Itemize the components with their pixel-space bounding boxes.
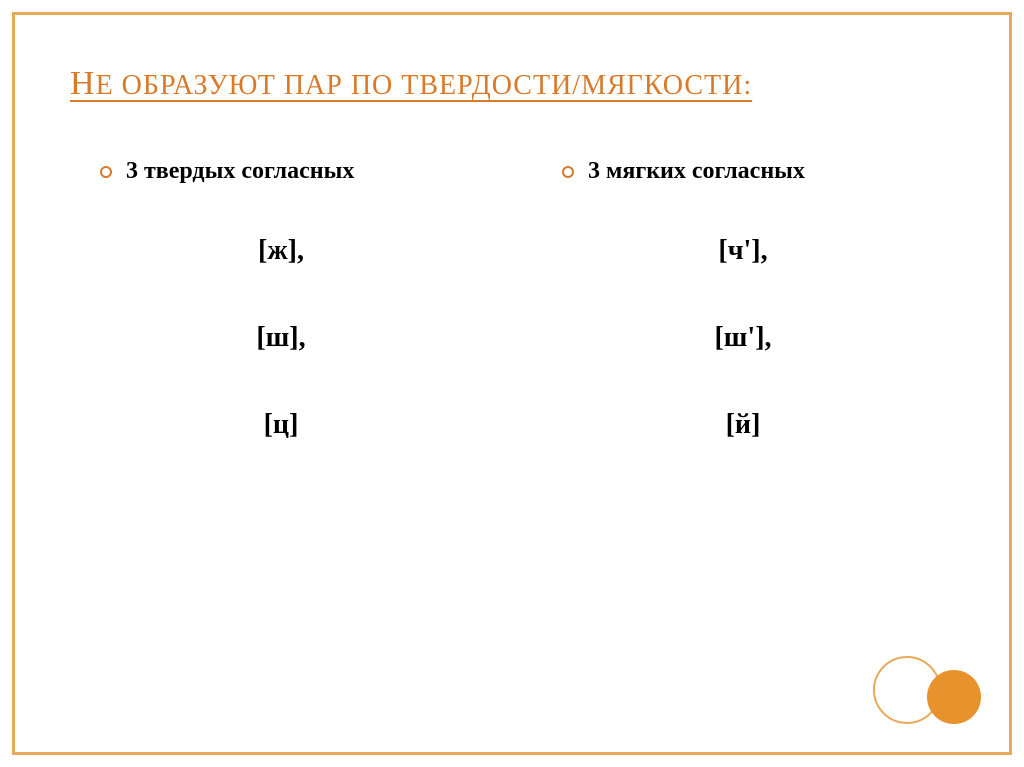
phoneme-item: [ш'],: [532, 322, 954, 354]
phoneme-item: [ж],: [70, 235, 492, 267]
bullet-icon: [562, 166, 574, 178]
left-column: 3 твердых согласных [ж], [ш], [ц]: [70, 158, 492, 496]
phoneme-item: [ч'],: [532, 235, 954, 267]
phoneme-item: [ц]: [70, 409, 492, 441]
circle-fill-icon: [927, 670, 981, 724]
left-column-header: 3 твердых согласных: [70, 158, 492, 185]
title-rest: Е ОБРАЗУЮТ ПАР ПО ТВЕРДОСТИ/МЯГКОСТИ:: [96, 70, 753, 101]
columns-container: 3 твердых согласных [ж], [ш], [ц] 3 мягк…: [70, 158, 954, 496]
phoneme-item: [й]: [532, 409, 954, 441]
slide-title: НЕ ОБРАЗУЮТ ПАР ПО ТВЕРДОСТИ/МЯГКОСТИ:: [70, 65, 954, 103]
right-header-text: 3 мягких согласных: [588, 158, 805, 185]
bullet-icon: [100, 166, 112, 178]
right-column: 3 мягких согласных [ч'], [ш'], [й]: [532, 158, 954, 496]
phoneme-item: [ш],: [70, 322, 492, 354]
title-cap: Н: [70, 65, 96, 102]
left-header-text: 3 твердых согласных: [126, 158, 354, 185]
slide-frame: НЕ ОБРАЗУЮТ ПАР ПО ТВЕРДОСТИ/МЯГКОСТИ: 3…: [12, 12, 1012, 755]
right-column-header: 3 мягких согласных: [532, 158, 954, 185]
